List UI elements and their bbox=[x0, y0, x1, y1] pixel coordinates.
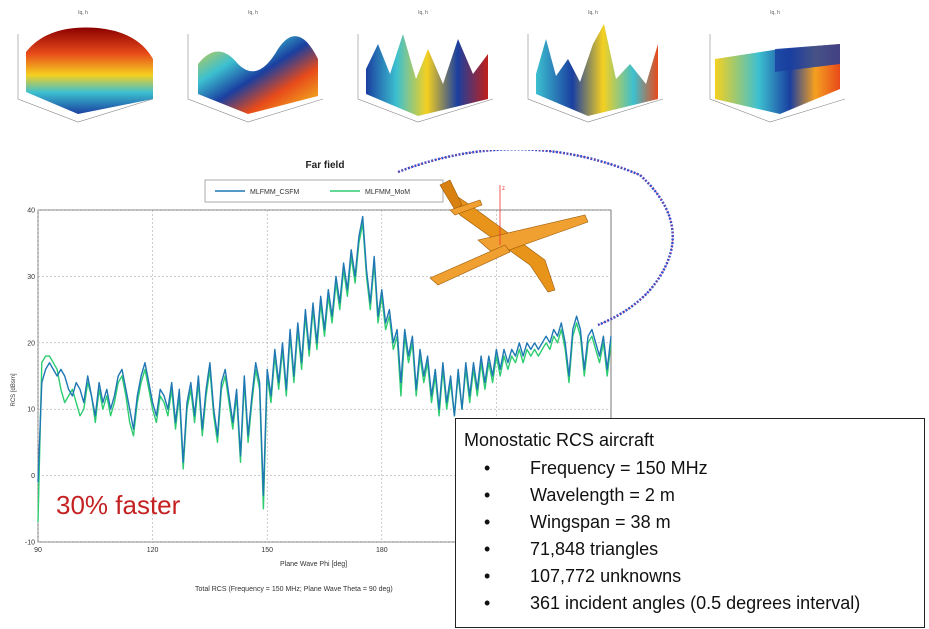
series-line-mlfmm_mom bbox=[37, 222, 612, 523]
speedup-annotation: 30% faster bbox=[56, 490, 181, 520]
series-line-mlfmm_csfm bbox=[37, 215, 612, 497]
thumb-title-2: Iq, h bbox=[248, 10, 258, 16]
y-tick-label: 40 bbox=[27, 208, 35, 215]
x-tick-label: 150 bbox=[261, 547, 273, 554]
y-tick-label: -10 bbox=[25, 540, 35, 547]
thumb-title-5: Iq, h bbox=[770, 10, 780, 16]
info-list: Frequency = 150 MHz Wavelength = 2 m Win… bbox=[464, 455, 924, 617]
x-axis-label: Plane Wave Phi [deg] bbox=[280, 561, 348, 568]
info-item-angles: 361 incident angles (0.5 degrees interva… bbox=[464, 590, 924, 617]
y-axis-label: RCS [dBsm] bbox=[11, 373, 17, 406]
surface-plot-5: Iq, h bbox=[709, 10, 846, 123]
chart-footnote: Total RCS (Frequency = 150 MHz; Plane Wa… bbox=[195, 586, 393, 593]
info-item-frequency: Frequency = 150 MHz bbox=[464, 455, 924, 482]
surface-plot-1: Iq, h bbox=[17, 10, 154, 123]
aircraft-model-icon: z bbox=[429, 179, 589, 293]
x-tick-label: 180 bbox=[376, 547, 388, 554]
x-tick-label: 120 bbox=[147, 547, 159, 554]
info-box: Monostatic RCS aircraft Frequency = 150 … bbox=[455, 418, 925, 628]
surface-plot-3: Iq, h bbox=[357, 10, 494, 123]
z-axis-label: z bbox=[502, 186, 505, 192]
info-item-wingspan: Wingspan = 38 m bbox=[464, 509, 924, 536]
surface-plot-4: Iq, h bbox=[527, 10, 664, 123]
info-item-triangles: 71,848 triangles bbox=[464, 536, 924, 563]
surface-plot-2: Iq, h bbox=[187, 10, 324, 123]
legend-label-csfm: MLFMM_CSFM bbox=[250, 189, 300, 196]
y-tick-label: 0 bbox=[31, 473, 35, 480]
thumb-title-1: Iq, h bbox=[78, 10, 88, 16]
info-box-title: Monostatic RCS aircraft bbox=[464, 430, 655, 450]
info-item-wavelength: Wavelength = 2 m bbox=[464, 482, 924, 509]
y-tick-label: 10 bbox=[27, 407, 35, 414]
thumb-title-3: Iq, h bbox=[418, 10, 428, 16]
thumb-title-4: Iq, h bbox=[588, 10, 598, 16]
x-tick-label: 90 bbox=[34, 547, 42, 554]
info-item-unknowns: 107,772 unknowns bbox=[464, 563, 924, 590]
y-tick-label: 30 bbox=[27, 274, 35, 281]
chart-title: Far field bbox=[306, 160, 345, 171]
legend: MLFMM_CSFM MLFMM_MoM bbox=[204, 179, 444, 203]
y-tick-label: 20 bbox=[27, 340, 35, 347]
legend-label-mom: MLFMM_MoM bbox=[365, 189, 410, 196]
